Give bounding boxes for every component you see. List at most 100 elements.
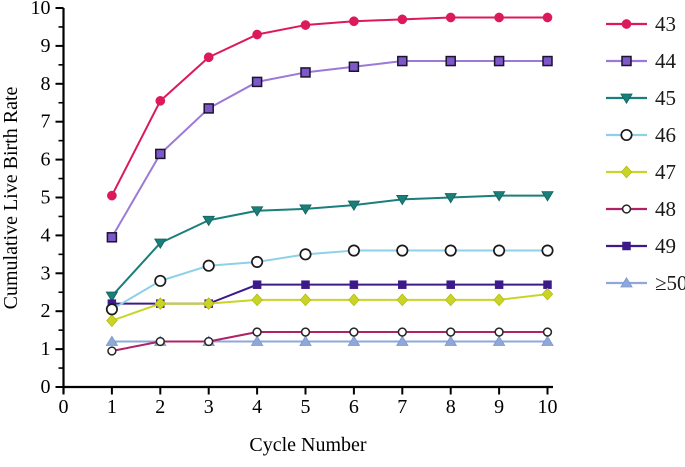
data-point bbox=[252, 280, 262, 289]
x-tick-label: 7 bbox=[397, 396, 407, 418]
data-point bbox=[621, 204, 632, 214]
series-45 bbox=[105, 191, 554, 303]
x-tick-label: 6 bbox=[349, 396, 359, 418]
data-point bbox=[444, 293, 457, 307]
data-point bbox=[620, 165, 633, 179]
data-point bbox=[445, 55, 456, 67]
data-point bbox=[348, 293, 360, 307]
data-point bbox=[105, 291, 119, 303]
data-point bbox=[541, 244, 554, 257]
data-point bbox=[494, 280, 504, 289]
data-point bbox=[107, 190, 117, 201]
data-point bbox=[154, 274, 167, 287]
data-point bbox=[493, 244, 506, 257]
data-point bbox=[251, 293, 263, 307]
data-point bbox=[251, 255, 264, 268]
x-tick-label: 10 bbox=[538, 396, 558, 418]
legend-item-47: 47 bbox=[606, 160, 676, 184]
series-line-44 bbox=[111, 60, 548, 238]
data-point bbox=[299, 204, 312, 215]
data-point bbox=[106, 232, 118, 243]
data-point bbox=[446, 327, 456, 337]
data-point bbox=[492, 191, 506, 202]
y-tick-label: 6 bbox=[41, 149, 51, 171]
data-point bbox=[107, 346, 117, 356]
series-line-48 bbox=[111, 331, 548, 352]
legend-label: 48 bbox=[655, 197, 676, 221]
data-point bbox=[397, 14, 408, 25]
data-point bbox=[622, 241, 631, 251]
legend-item-48: 48 bbox=[606, 197, 676, 221]
data-point bbox=[444, 335, 458, 346]
data-point bbox=[444, 244, 457, 257]
legend-item-44: 44 bbox=[606, 49, 677, 73]
series-lines bbox=[105, 12, 554, 356]
data-point bbox=[299, 335, 312, 346]
y-tick-label: 10 bbox=[31, 0, 51, 19]
data-point bbox=[542, 12, 553, 23]
legend-label: 46 bbox=[655, 123, 676, 147]
x-axis-title: Cycle Number bbox=[249, 434, 367, 456]
data-point bbox=[621, 19, 632, 29]
data-point bbox=[301, 280, 310, 289]
series-44 bbox=[106, 55, 553, 243]
data-point bbox=[250, 335, 264, 346]
legend-item-49: 49 bbox=[606, 234, 676, 258]
y-tick-label: 5 bbox=[41, 187, 51, 209]
series-46 bbox=[105, 244, 554, 316]
data-point bbox=[300, 327, 311, 337]
x-tick-label: 5 bbox=[301, 396, 311, 418]
data-point bbox=[494, 327, 504, 337]
data-point bbox=[492, 335, 506, 346]
data-point bbox=[494, 12, 504, 23]
data-point bbox=[397, 55, 408, 67]
data-point bbox=[251, 76, 263, 88]
series-line-46 bbox=[111, 249, 548, 311]
data-point bbox=[203, 52, 214, 63]
data-point bbox=[445, 12, 456, 23]
legend-item-≥50: ≥50 bbox=[606, 271, 685, 295]
data-point bbox=[300, 20, 311, 30]
y-tick-label: 1 bbox=[41, 338, 51, 360]
x-tick-label: 9 bbox=[494, 396, 504, 418]
data-point bbox=[620, 128, 633, 142]
legend-label: 43 bbox=[655, 12, 676, 36]
y-axis-title: Cumulative Live Birth Rate bbox=[0, 87, 22, 310]
data-point bbox=[541, 191, 554, 202]
series-47 bbox=[106, 287, 554, 328]
y-tick-label: 0 bbox=[41, 376, 51, 398]
legend-label: 49 bbox=[655, 234, 676, 258]
data-point bbox=[621, 55, 632, 67]
data-point bbox=[300, 67, 311, 78]
y-tick-label: 8 bbox=[41, 73, 51, 95]
x-tick-label: 2 bbox=[155, 396, 165, 418]
axes: 0 1 2 3 4 5 6 7 8 9 10 0 1 2 3 4 5 6 7 8 9 10 bbox=[31, 0, 558, 418]
x-tick-label: 1 bbox=[107, 396, 117, 418]
data-point bbox=[202, 259, 215, 272]
series-line-47 bbox=[111, 293, 548, 322]
legend-item-43: 43 bbox=[606, 12, 676, 36]
x-tick-label: 4 bbox=[252, 396, 262, 418]
y-tick-label: 7 bbox=[41, 111, 51, 133]
data-point bbox=[155, 336, 165, 347]
data-point bbox=[395, 194, 409, 206]
data-point bbox=[252, 29, 262, 40]
data-point bbox=[396, 244, 409, 257]
data-point bbox=[396, 293, 409, 307]
y-tick-label: 4 bbox=[41, 224, 51, 246]
data-point bbox=[397, 327, 407, 337]
legend-item-45: 45 bbox=[606, 86, 676, 110]
data-point bbox=[154, 297, 167, 311]
data-point bbox=[202, 297, 215, 311]
data-point bbox=[155, 96, 166, 106]
data-point bbox=[349, 16, 359, 27]
data-point bbox=[204, 336, 214, 347]
data-point bbox=[105, 335, 119, 346]
data-point bbox=[543, 280, 552, 289]
y-tick-label: 2 bbox=[41, 300, 51, 322]
legend-label: 44 bbox=[655, 49, 677, 73]
data-point bbox=[155, 148, 166, 160]
legend-label: ≥50 bbox=[655, 271, 685, 295]
